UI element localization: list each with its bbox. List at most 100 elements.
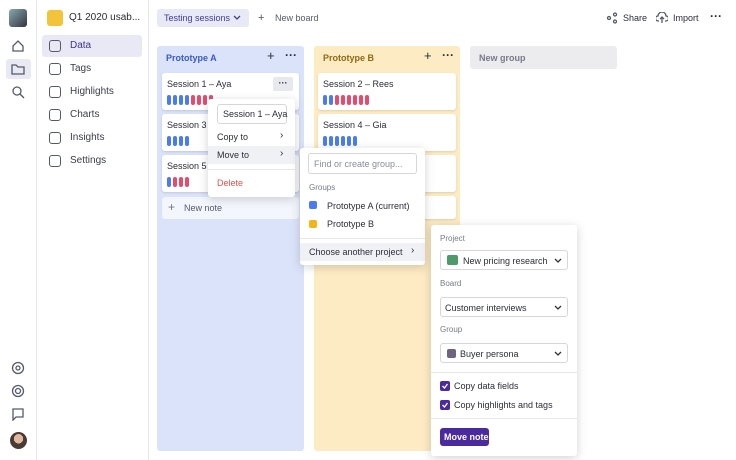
note-card[interactable]: Session 2 – Rees: [318, 73, 456, 110]
tag-dot: [191, 95, 195, 105]
nav-icon: [49, 155, 61, 167]
workspace-avatar[interactable]: [9, 9, 27, 27]
rename-input[interactable]: Session 1 – Aya: [217, 104, 287, 124]
project-name[interactable]: Q1 2020 usab...: [69, 12, 141, 23]
field-label: Board: [440, 279, 462, 288]
group-search[interactable]: Find or create group...: [308, 153, 417, 174]
more-menu[interactable]: ···: [710, 9, 722, 23]
group-color: [309, 220, 317, 228]
tag-dot: [185, 136, 189, 146]
board-selector[interactable]: Testing sessions: [157, 9, 249, 27]
group-option[interactable]: Prototype B: [327, 219, 375, 229]
tag-dot: [341, 95, 345, 105]
project-select[interactable]: New pricing research: [440, 250, 568, 270]
tag-dot: [179, 177, 183, 187]
context-menu: Session 1 – Aya Copy to › Move to › Dele…: [208, 99, 295, 197]
share-button[interactable]: Share: [623, 13, 648, 23]
menu-item-delete[interactable]: Delete: [217, 178, 244, 188]
new-group-label: New group: [479, 53, 526, 63]
new-note[interactable]: + New note: [162, 197, 299, 219]
note-card[interactable]: Session 4 – Gia: [318, 114, 456, 151]
nav-icon: [49, 86, 61, 98]
select-value: Buyer persona: [460, 349, 519, 359]
share-icon: [606, 12, 618, 24]
field-label: Project: [440, 234, 465, 243]
group-menu[interactable]: ···: [442, 48, 454, 62]
submenu-arrow: ›: [280, 148, 284, 159]
tag-dot: [329, 95, 333, 105]
nav-icon: [49, 63, 61, 75]
separator: [431, 418, 577, 419]
nav-item[interactable]: Tags: [70, 63, 92, 74]
search-icon[interactable]: [11, 85, 25, 99]
plus-icon: +: [168, 200, 176, 214]
search-placeholder: Find or create group...: [314, 159, 403, 169]
group-title[interactable]: Prototype B: [323, 53, 375, 63]
add-note[interactable]: +: [424, 48, 432, 63]
project-icon: [447, 255, 458, 265]
choose-project[interactable]: Choose another project: [309, 247, 403, 257]
move-panel: Project New pricing research Board Custo…: [431, 225, 577, 456]
move-button[interactable]: Move note: [440, 428, 489, 446]
nav-item[interactable]: Charts: [70, 109, 100, 120]
tag-dot: [185, 95, 189, 105]
nav-icon: [49, 40, 61, 52]
note-title: Session 4 – Gia: [323, 120, 387, 130]
nav-icon: [49, 109, 61, 121]
tag-dot: [185, 177, 189, 187]
checkbox[interactable]: [440, 381, 450, 391]
select-value: Customer interviews: [445, 303, 527, 313]
tag-dot: [167, 136, 171, 146]
tag-dot: [329, 136, 333, 146]
tag-dot: [353, 136, 357, 146]
group-menu[interactable]: ···: [285, 48, 297, 62]
home-icon[interactable]: [11, 39, 25, 53]
board-select[interactable]: Customer interviews: [440, 297, 568, 317]
settings-icon[interactable]: [11, 361, 25, 375]
chevron: [554, 351, 562, 356]
plus-icon: +: [258, 12, 265, 24]
checkbox[interactable]: [440, 400, 450, 410]
menu-item-hover: [208, 146, 295, 164]
nav-item[interactable]: Highlights: [70, 86, 114, 97]
note-title: Session 5 –: [167, 161, 215, 171]
folder-icon[interactable]: [11, 62, 25, 76]
group-title[interactable]: Prototype A: [166, 53, 217, 63]
field-label: Group: [440, 325, 463, 334]
tag-dot: [203, 95, 207, 105]
separator: [300, 238, 425, 239]
tag-dot: [167, 95, 171, 105]
note-menu[interactable]: ···: [273, 77, 293, 91]
move-submenu: Find or create group... Groups Prototype…: [300, 148, 425, 265]
chat-icon[interactable]: [11, 407, 25, 421]
help-icon[interactable]: [11, 384, 25, 398]
tag-dot: [323, 95, 327, 105]
group-color: [447, 349, 456, 358]
add-note[interactable]: +: [267, 48, 275, 63]
submenu-arrow: ›: [280, 130, 284, 141]
nav-active-bg: [42, 35, 142, 57]
note-title: Session 1 – Aya: [167, 79, 232, 89]
new-board[interactable]: New board: [275, 13, 319, 23]
chevron: [554, 305, 562, 310]
chevron: [554, 258, 562, 263]
move-button-label: Move note: [444, 432, 489, 442]
user-avatar[interactable]: [10, 432, 27, 449]
group-select[interactable]: Buyer persona: [440, 343, 568, 363]
import-button[interactable]: Import: [673, 13, 699, 23]
new-group[interactable]: New group: [470, 46, 617, 69]
group-option[interactable]: Prototype A (current): [327, 201, 410, 211]
menu-item-hover: [300, 243, 425, 261]
nav-item[interactable]: Insights: [70, 132, 105, 143]
nav-item[interactable]: Data: [70, 40, 92, 51]
nav-item[interactable]: Settings: [70, 155, 107, 166]
tag-dot: [359, 95, 363, 105]
nav-icon: [49, 132, 61, 144]
menu-item[interactable]: Move to: [217, 150, 250, 160]
tag-dot: [347, 95, 351, 105]
note-title: Session 2 – Rees: [323, 79, 394, 89]
tag-dot: [197, 95, 201, 105]
tag-dot: [335, 95, 339, 105]
menu-item[interactable]: Copy to: [217, 132, 249, 142]
